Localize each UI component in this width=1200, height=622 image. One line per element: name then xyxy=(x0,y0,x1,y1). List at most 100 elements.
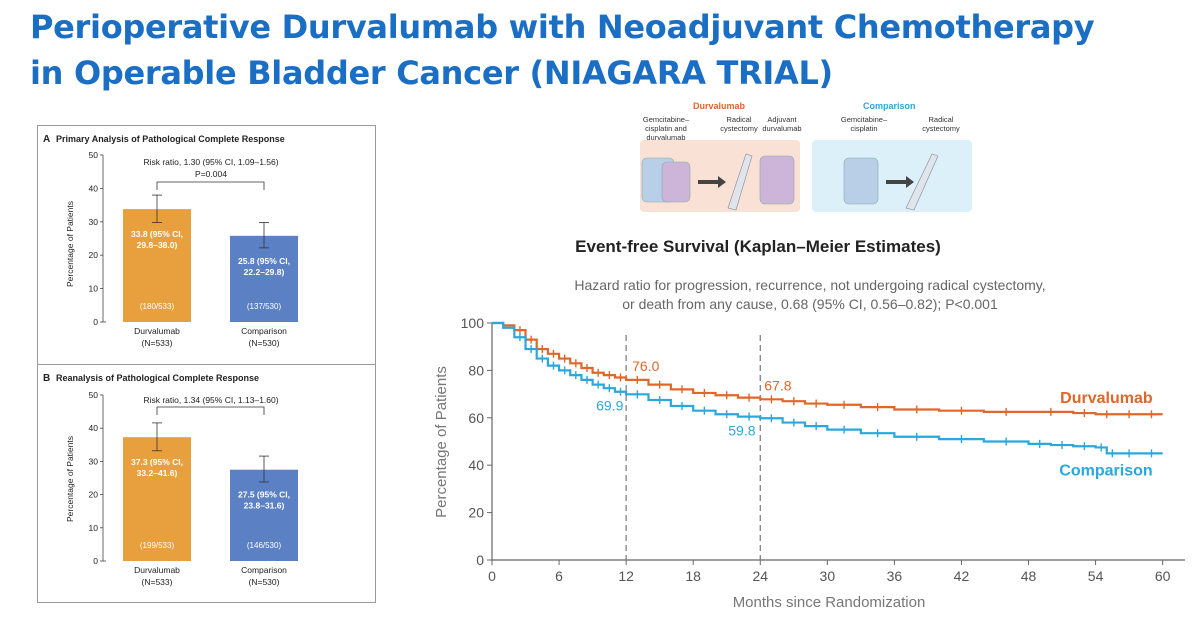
panel-b-y-tick-label: 30 xyxy=(89,456,99,466)
schema-comparison-heading: Comparison xyxy=(863,101,916,111)
panel-a-category-sublabel: (N=530) xyxy=(249,338,280,348)
panel-a-y-tick-label: 40 xyxy=(89,183,99,193)
iv-bag-icon xyxy=(641,157,691,203)
km-x-tick-label: 12 xyxy=(618,568,634,584)
panel-b-y-tick-label: 10 xyxy=(89,523,99,533)
km-series-label-durvalumab: Durvalumab xyxy=(1060,390,1153,407)
comparison-bag-icon xyxy=(843,157,879,205)
panel-b-bar-durvalumab xyxy=(123,437,191,561)
km-x-tick-label: 54 xyxy=(1088,568,1104,584)
panel-a-y-tick-label: 50 xyxy=(89,150,99,160)
schema-durva-step-2: Radical cystectomy xyxy=(720,115,758,133)
km-y-tick-label: 60 xyxy=(468,410,484,426)
slide-title-line-2: in Operable Bladder Cancer (NIAGARA TRIA… xyxy=(30,54,833,92)
km-x-tick-label: 24 xyxy=(752,568,768,584)
km-x-tick-label: 0 xyxy=(488,568,496,584)
panel-a-category-label: Durvalumab xyxy=(134,326,180,336)
panel-a-count-label: (180/533) xyxy=(140,302,175,311)
schema-comp-step-1: Gemcitabine–cisplatin xyxy=(840,115,888,133)
panel-b-value-label: 33.2–41.6) xyxy=(137,468,178,478)
km-x-tick-label: 18 xyxy=(685,568,701,584)
panel-b-category-sublabel: (N=533) xyxy=(142,577,173,587)
km-x-tick-label: 30 xyxy=(820,568,836,584)
slide-title-line-1: Perioperative Durvalumab with Neoadjuvan… xyxy=(30,8,1095,46)
panel-a-bar-durvalumab xyxy=(123,209,191,322)
bar-chart-reanalysis: B Reanalysis of Pathological Complete Re… xyxy=(43,373,298,587)
panel-b-count-label: (146/530) xyxy=(247,541,282,550)
km-subtitle-1: Hazard ratio for progression, recurrence… xyxy=(574,277,1045,293)
km-title: Event-free Survival (Kaplan–Meier Estima… xyxy=(575,237,941,256)
km-point-label-comparison: 59.8 xyxy=(728,422,755,438)
panel-b-annotation-1: Risk ratio, 1.34 (95% CI, 1.13–1.60) xyxy=(143,395,278,405)
panel-a-value-label: 33.8 (95% CI, xyxy=(131,229,183,239)
panel-b-bar-comparison xyxy=(230,469,298,561)
panel-a-category-label: Comparison xyxy=(241,326,287,336)
km-point-label-durvalumab: 67.8 xyxy=(764,377,791,393)
slide-title: Perioperative Durvalumab with Neoadjuvan… xyxy=(30,4,1180,96)
km-chart: Event-free Survival (Kaplan–Meier Estima… xyxy=(433,237,1185,611)
km-y-tick-label: 0 xyxy=(476,552,484,568)
panel-b-y-tick-label: 0 xyxy=(93,556,98,566)
km-series-label-comparison: Comparison xyxy=(1059,462,1152,479)
km-y-tick-label: 100 xyxy=(461,315,485,331)
schema-durvalumab-heading: Durvalumab xyxy=(693,101,746,111)
panel-a-value-label: 25.8 (95% CI, xyxy=(238,256,290,266)
panel-a-annotation-2: P=0.004 xyxy=(195,169,227,179)
comparison-people-pattern xyxy=(812,140,972,212)
km-subtitle-2: or death from any cause, 0.68 (95% CI, 0… xyxy=(622,296,998,312)
panel-b-category-label: Durvalumab xyxy=(134,565,180,575)
panel-b-category-label: Comparison xyxy=(241,565,287,575)
panel-a-y-tick-label: 10 xyxy=(89,284,99,294)
bar-chart-primary-analysis: A Primary Analysis of Pathological Compl… xyxy=(43,134,298,348)
km-ylabel: Percentage of Patients xyxy=(433,366,450,518)
km-x-tick-label: 6 xyxy=(555,568,563,584)
panel-a-y-tick-label: 0 xyxy=(93,317,98,327)
panel-b-value-label: 37.3 (95% CI, xyxy=(131,457,183,467)
schema-durva-step-3: Adjuvant durvalumab xyxy=(762,115,802,133)
panel-a-title: Primary Analysis of Pathological Complet… xyxy=(56,134,285,144)
km-y-tick-label: 80 xyxy=(468,362,484,378)
panel-a-count-label: (137/530) xyxy=(247,302,282,311)
panel-b-letter: B xyxy=(43,373,50,384)
schema-arrows xyxy=(698,176,914,188)
panel-b-y-tick-label: 20 xyxy=(89,490,99,500)
km-y-tick-label: 20 xyxy=(468,505,484,521)
schema-comp-step-2: Radical cystectomy xyxy=(922,115,960,133)
adjuvant-bag-icon xyxy=(759,155,795,205)
km-x-tick-label: 48 xyxy=(1021,568,1037,584)
panel-a-y-tick-label: 20 xyxy=(89,250,99,260)
panel-b-value-label: 23.8–31.6) xyxy=(244,501,285,511)
comparison-scalpel-icon xyxy=(905,153,939,211)
panel-a-category-sublabel: (N=533) xyxy=(142,338,173,348)
km-point-label-durvalumab: 76.0 xyxy=(632,358,659,374)
trial-schema: Durvalumab Comparison Gemcitabine–cispla… xyxy=(636,100,976,215)
panel-b-y-tick-label: 40 xyxy=(89,423,99,433)
cystectomy-scalpel-icon xyxy=(727,153,753,211)
panel-b-ylabel: Percentage of Patients xyxy=(65,436,75,522)
panel-b-count-label: (199/533) xyxy=(140,541,175,550)
panel-b-title: Reanalysis of Pathological Complete Resp… xyxy=(56,373,259,383)
schema-background-figures xyxy=(640,140,972,212)
panel-a-ylabel: Percentage of Patients xyxy=(65,201,75,287)
panel-b-comparison-bracket xyxy=(156,406,265,415)
panel-b-category-sublabel: (N=530) xyxy=(249,577,280,587)
panel-a-y-tick-label: 30 xyxy=(89,217,99,227)
panel-a-comparison-bracket xyxy=(156,181,265,190)
km-point-label-comparison: 69.9 xyxy=(596,397,623,413)
km-curve-durvalumab xyxy=(492,321,1163,416)
bar-panels-divider xyxy=(37,364,376,365)
panel-a-value-label: 29.8–38.0) xyxy=(137,240,178,250)
panel-a-annotation-1: Risk ratio, 1.30 (95% CI, 1.09–1.56) xyxy=(143,157,278,167)
km-xlabel: Months since Randomization xyxy=(733,594,926,611)
panel-a-value-label: 22.2–29.8) xyxy=(244,267,285,277)
km-curve-comparison xyxy=(492,321,1163,455)
schema-durva-step-1: Gemcitabine–cisplatin and durvalumab xyxy=(642,115,690,142)
km-x-tick-label: 36 xyxy=(887,568,903,584)
km-y-tick-label: 40 xyxy=(468,457,484,473)
panel-b-y-tick-label: 50 xyxy=(89,390,99,400)
km-x-tick-label: 42 xyxy=(954,568,970,584)
km-x-tick-label: 60 xyxy=(1155,568,1171,584)
panel-b-value-label: 27.5 (95% CI, xyxy=(238,490,290,500)
panel-a-letter: A xyxy=(43,134,50,145)
panel-a-bar-comparison xyxy=(230,235,298,322)
